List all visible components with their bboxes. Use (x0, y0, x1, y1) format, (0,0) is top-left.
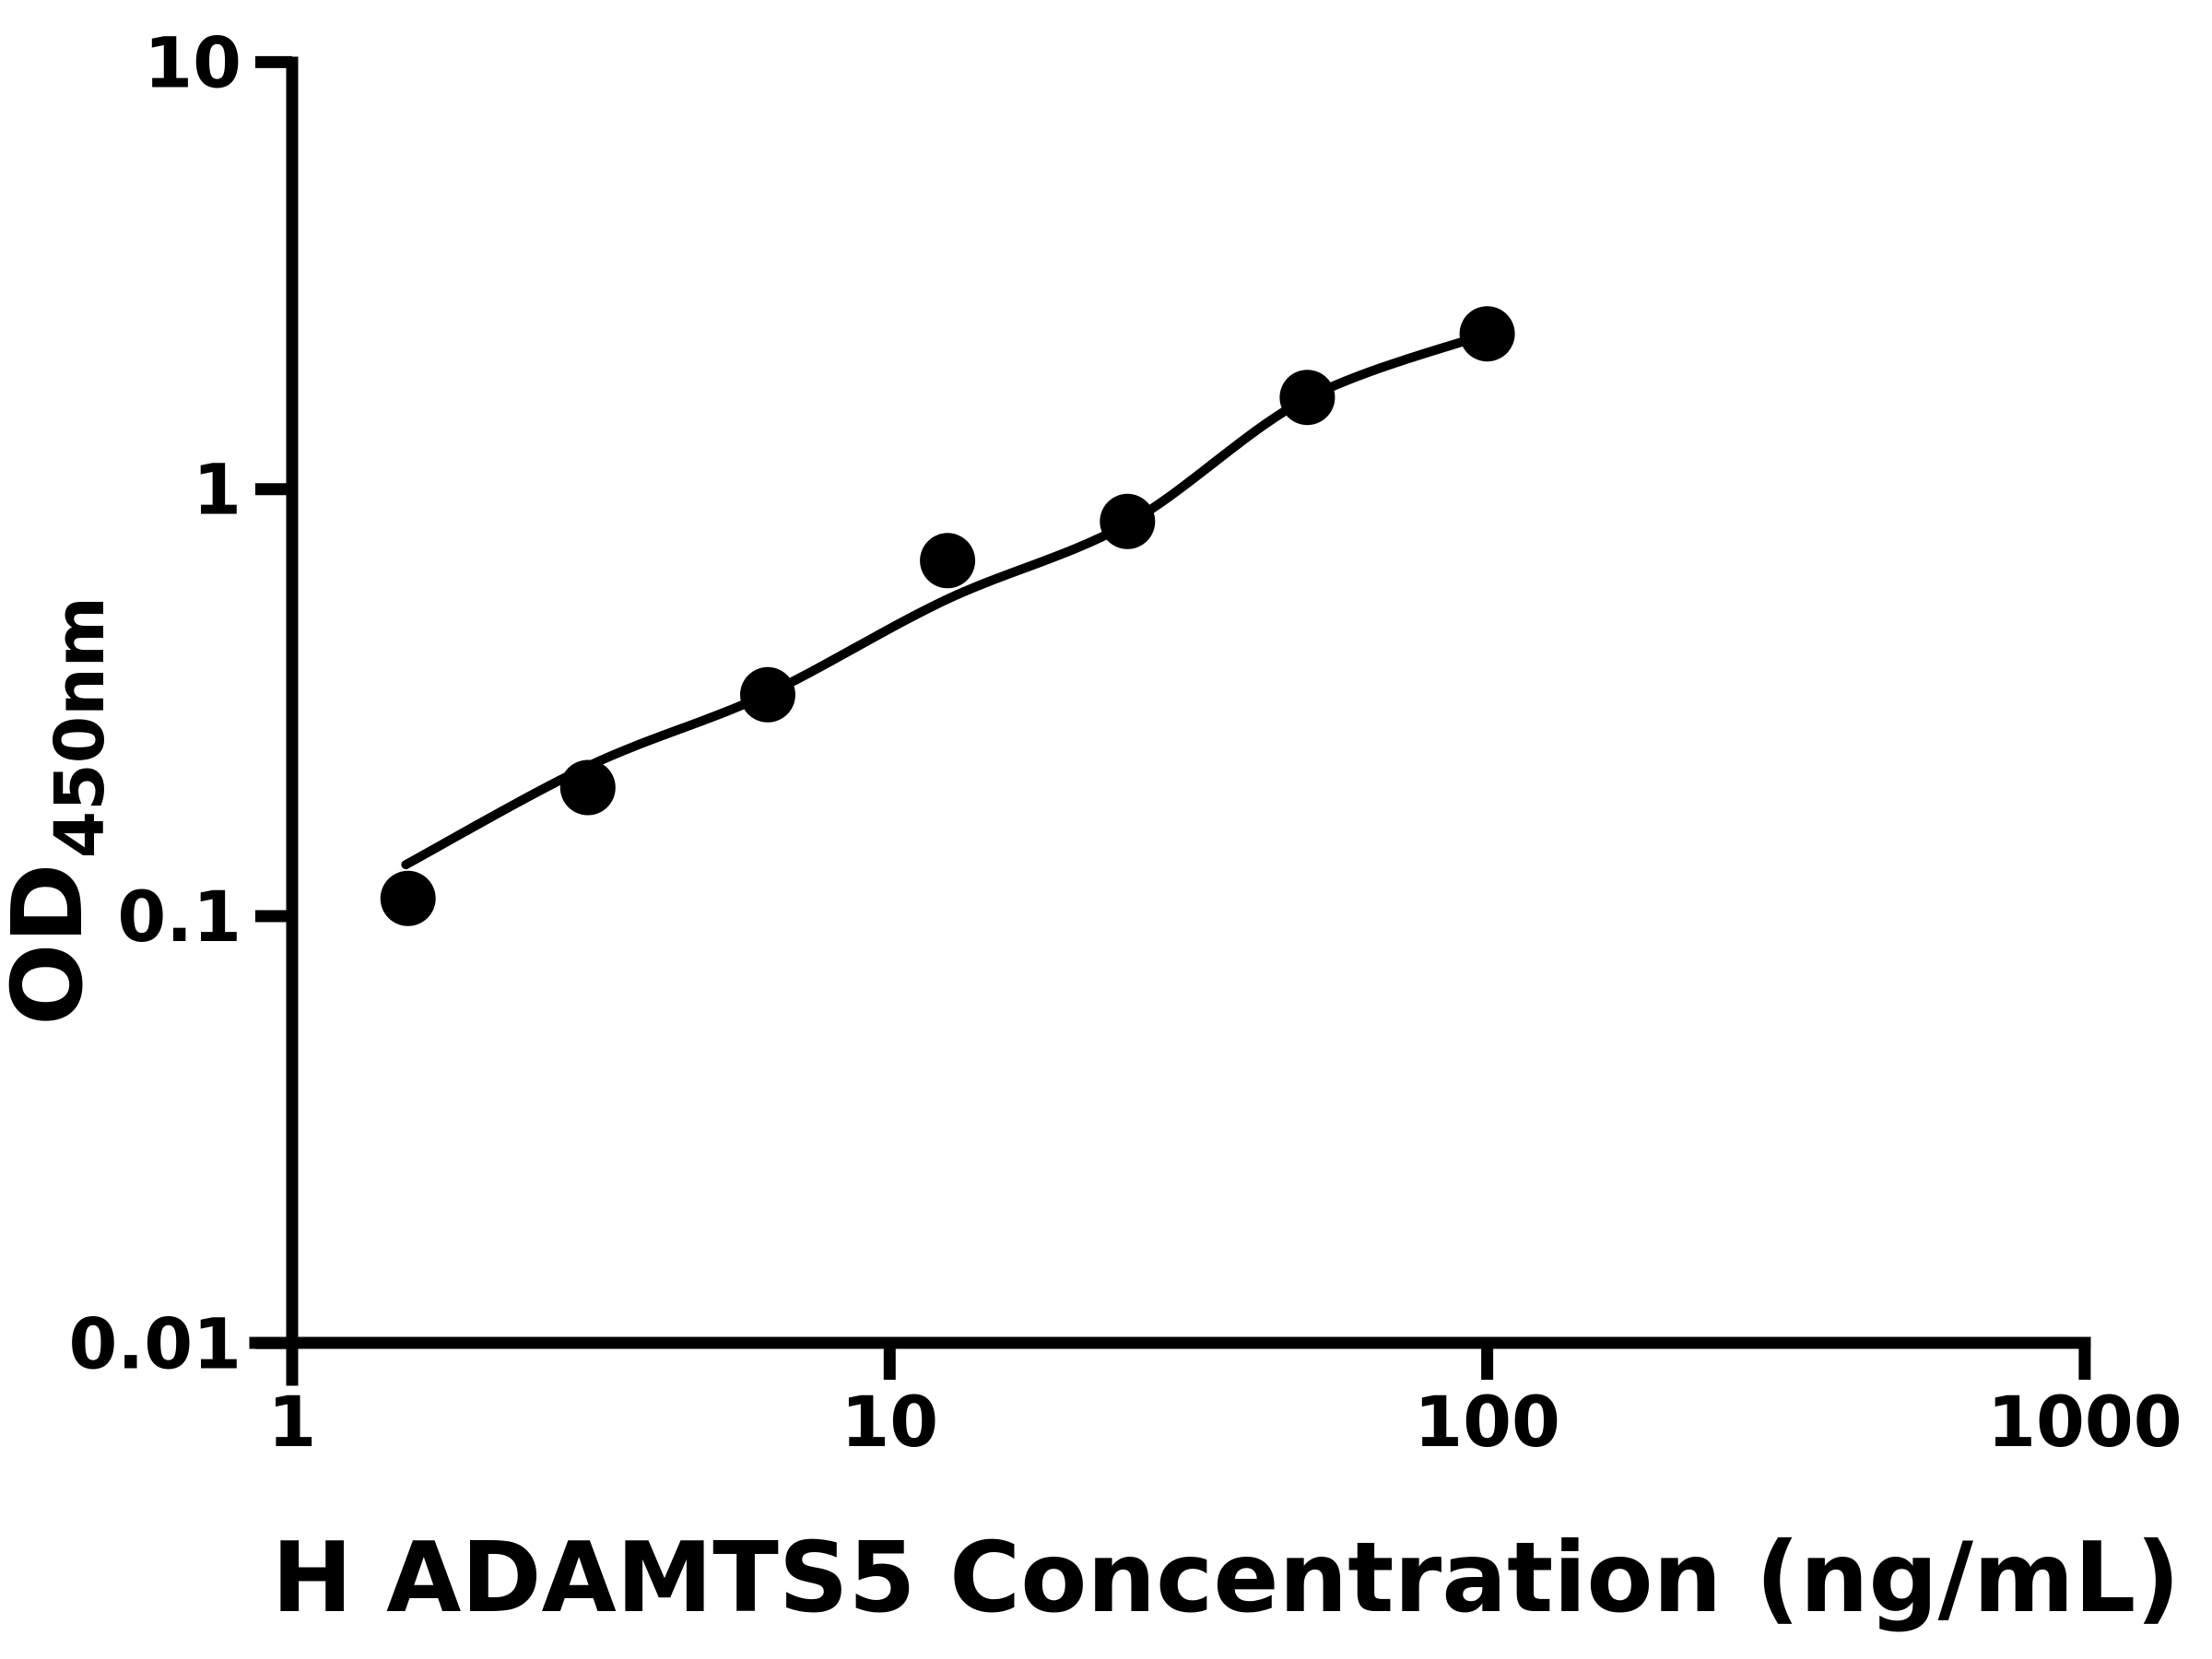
data-points (380, 306, 1515, 926)
data-point (1459, 306, 1515, 362)
x-tick-label: 1000 (1987, 1381, 2183, 1463)
data-point (1279, 370, 1335, 426)
y-axis-label: OD 450nm (0, 596, 120, 1026)
data-point (380, 870, 436, 926)
y-tick-label: 0.1 (117, 876, 241, 958)
y-tick-label: 1 (193, 449, 241, 531)
x-tick-label: 10 (841, 1381, 938, 1463)
x-axis-title: H ADAMTS5 Concentration (ng/mL) (272, 1522, 2181, 1634)
y-axis-label-subscript: 450nm (41, 596, 120, 858)
y-axis-ticks: 10 1 0.1 0.01 (68, 21, 292, 1384)
data-point (920, 533, 976, 589)
x-tick-label: 1 (268, 1381, 317, 1463)
data-point (1100, 493, 1156, 549)
x-axis-ticks: 1 10 100 1000 (268, 1343, 2183, 1463)
y-tick-label: 0.01 (68, 1302, 241, 1384)
x-tick-label: 100 (1414, 1381, 1560, 1463)
y-tick-label: 10 (144, 21, 241, 103)
data-point (740, 666, 795, 723)
data-point (559, 759, 616, 816)
y-axis-label-main: OD (0, 863, 104, 1025)
